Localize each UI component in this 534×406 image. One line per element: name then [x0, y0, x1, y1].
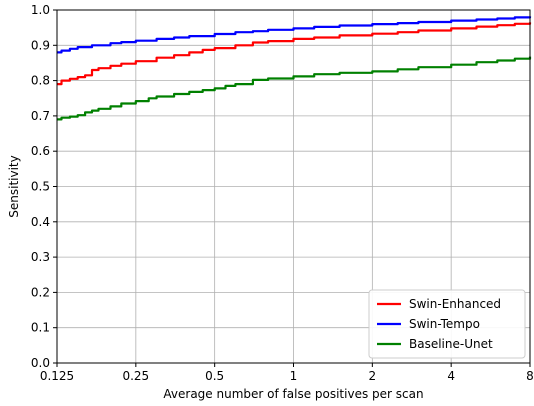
y-tick-label: 0.9 — [31, 38, 50, 52]
y-tick-label: 0.1 — [31, 321, 50, 335]
x-tick-label: 0.25 — [122, 369, 149, 383]
y-tick-label: 0.5 — [31, 180, 50, 194]
x-tick-label: 1 — [290, 369, 298, 383]
x-axis-label: Average number of false positives per sc… — [163, 387, 423, 401]
y-tick-label: 0.2 — [31, 285, 50, 299]
y-tick-label: 0.7 — [31, 109, 50, 123]
y-tick-label: 0.3 — [31, 250, 50, 264]
legend: Swin-Enhanced Swin-Tempo Baseline-Unet — [369, 290, 525, 358]
x-tick-label: 8 — [526, 369, 534, 383]
y-tick-label: 0.6 — [31, 144, 50, 158]
x-tick-label: 0.5 — [205, 369, 224, 383]
y-tick-label: 1.0 — [31, 3, 50, 17]
x-tick-label: 0.125 — [40, 369, 74, 383]
legend-label: Swin-Enhanced — [409, 297, 501, 311]
legend-label: Swin-Tempo — [409, 317, 480, 331]
legend-label: Baseline-Unet — [409, 337, 493, 351]
y-tick-label: 0.4 — [31, 215, 50, 229]
y-tick-label: 0.0 — [31, 356, 50, 370]
x-tick-label: 2 — [369, 369, 377, 383]
y-tick-label: 0.8 — [31, 74, 50, 88]
y-axis-label: Sensitivity — [7, 155, 21, 217]
x-tick-label: 4 — [447, 369, 455, 383]
